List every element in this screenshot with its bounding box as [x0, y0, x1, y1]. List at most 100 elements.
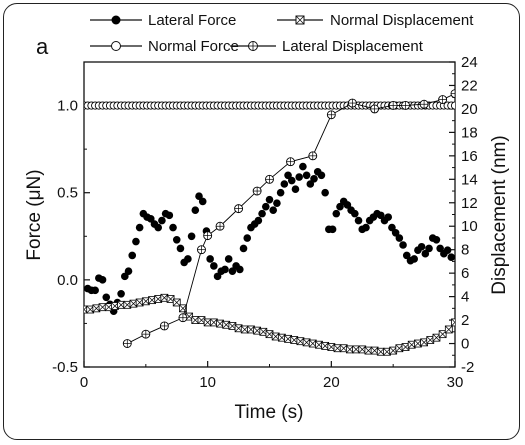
x-tick-label: 30: [447, 374, 464, 391]
data-point-lateral-displacement: [159, 321, 169, 331]
data-point-lateral-force: [221, 265, 229, 274]
y-right-tick-label: -2: [461, 359, 474, 376]
data-point-normal-displacement: [444, 325, 453, 334]
data-point-lateral-displacement: [252, 186, 262, 196]
data-point-lateral-force: [258, 209, 266, 218]
legend-label-normal-force: Normal Force: [148, 38, 239, 55]
bottom-axis: 0 10 20 30: [80, 361, 464, 391]
left-axis: -0.5 0.0 0.5 1.0: [52, 98, 90, 376]
data-point-lateral-displacement: [203, 231, 213, 241]
data-point-lateral-force: [443, 246, 452, 255]
data-point-lateral-force: [132, 237, 140, 246]
data-point-lateral-force: [158, 216, 166, 225]
series-lateral-displacement: [122, 89, 455, 348]
data-point-lateral-force: [362, 223, 370, 232]
data-point-lateral-force: [224, 255, 233, 263]
legend-item-normal-force: Normal Force: [90, 38, 239, 55]
y-right-tick-label: 24: [461, 54, 478, 71]
y-right-tick-label: 16: [461, 148, 478, 165]
data-point-lateral-displacement: [419, 99, 429, 109]
y-left-tick-label: 0.0: [57, 272, 78, 289]
data-point-lateral-displacement: [308, 151, 318, 161]
y-axis-label-left: Force (μN): [24, 169, 45, 260]
series-normal-displacement: [84, 293, 455, 356]
data-point-lateral-displacement: [265, 174, 274, 184]
data-point-lateral-displacement: [370, 104, 380, 114]
data-point-lateral-force: [354, 216, 363, 225]
x-axis-label: Time (s): [235, 402, 304, 423]
data-point-lateral-force: [254, 216, 263, 225]
y-right-tick-label: 12: [461, 195, 478, 212]
data-point-lateral-displacement: [141, 329, 151, 339]
data-point-lateral-force: [184, 255, 192, 263]
legend: Lateral Force Normal Force Normal Displa…: [90, 12, 474, 55]
data-point-lateral-force: [276, 188, 285, 197]
data-point-lateral-force: [206, 255, 214, 263]
figure-frame: [3, 3, 520, 440]
data-point-lateral-force: [124, 267, 133, 275]
data-point-lateral-force: [447, 253, 455, 261]
series-lateral-force: [84, 162, 455, 316]
data-point-lateral-force: [399, 241, 407, 249]
data-point-lateral-displacement: [234, 204, 244, 214]
data-point-normal-force: [450, 101, 455, 110]
data-point-lateral-force: [417, 242, 426, 251]
data-point-lateral-force: [273, 199, 281, 207]
legend-item-normal-displacement: Normal Displacement: [277, 12, 474, 29]
data-point-lateral-displacement: [450, 89, 455, 99]
y-right-tick-label: 6: [461, 265, 469, 282]
data-point-lateral-force: [395, 234, 404, 242]
data-point-lateral-force: [91, 286, 99, 295]
data-point-lateral-force: [317, 171, 326, 180]
panel-label: a: [36, 34, 49, 59]
data-point-lateral-force: [187, 232, 196, 241]
y-left-tick-label: 1.0: [57, 98, 78, 115]
data-point-lateral-displacement: [347, 98, 357, 108]
data-point-lateral-force: [302, 171, 311, 180]
data-point-normal-displacement: [451, 318, 455, 327]
series-layer: [84, 89, 455, 356]
data-point-lateral-displacement: [326, 110, 336, 120]
y-left-tick-label: 0.5: [57, 185, 78, 202]
x-tick-label: 20: [323, 374, 340, 391]
data-point-lateral-force: [332, 209, 341, 218]
data-point-lateral-force: [265, 195, 274, 204]
data-point-lateral-force: [287, 176, 296, 185]
y-right-tick-label: 8: [461, 242, 469, 259]
legend-item-lateral-displacement: Lateral Displacement: [230, 38, 424, 55]
data-point-lateral-force: [198, 197, 207, 206]
data-point-lateral-force: [191, 206, 200, 214]
data-point-lateral-force: [102, 293, 111, 302]
data-point-lateral-force: [117, 290, 125, 298]
data-point-lateral-force: [384, 213, 393, 221]
data-point-lateral-force: [210, 262, 218, 270]
data-point-lateral-force: [239, 244, 248, 253]
data-point-lateral-displacement: [438, 95, 448, 104]
data-point-lateral-force: [321, 188, 329, 197]
data-point-lateral-displacement: [286, 157, 295, 167]
data-point-lateral-force: [243, 234, 252, 242]
data-point-lateral-displacement: [388, 100, 398, 110]
data-point-lateral-force: [432, 235, 441, 244]
data-point-lateral-force: [299, 162, 307, 171]
data-point-lateral-force: [351, 209, 359, 218]
x-tick-label: 0: [80, 374, 88, 391]
legend-label-normal-displacement: Normal Displacement: [330, 12, 474, 29]
legend-label-lateral-force: Lateral Force: [148, 12, 236, 29]
data-point-lateral-force: [128, 251, 137, 260]
data-point-lateral-force: [328, 225, 337, 234]
data-point-lateral-force: [295, 173, 303, 181]
y-right-tick-label: 18: [461, 124, 478, 141]
y-right-tick-label: 4: [461, 289, 469, 306]
data-point-lateral-displacement: [197, 245, 206, 255]
data-point-lateral-force: [410, 255, 418, 263]
y-right-tick-label: 22: [461, 77, 478, 94]
data-point-lateral-force: [176, 244, 185, 253]
data-point-lateral-force: [165, 211, 174, 220]
data-point-lateral-force: [154, 223, 162, 232]
data-point-lateral-force: [269, 206, 278, 214]
data-point-lateral-force: [98, 276, 107, 284]
data-point-lateral-force: [291, 185, 300, 194]
